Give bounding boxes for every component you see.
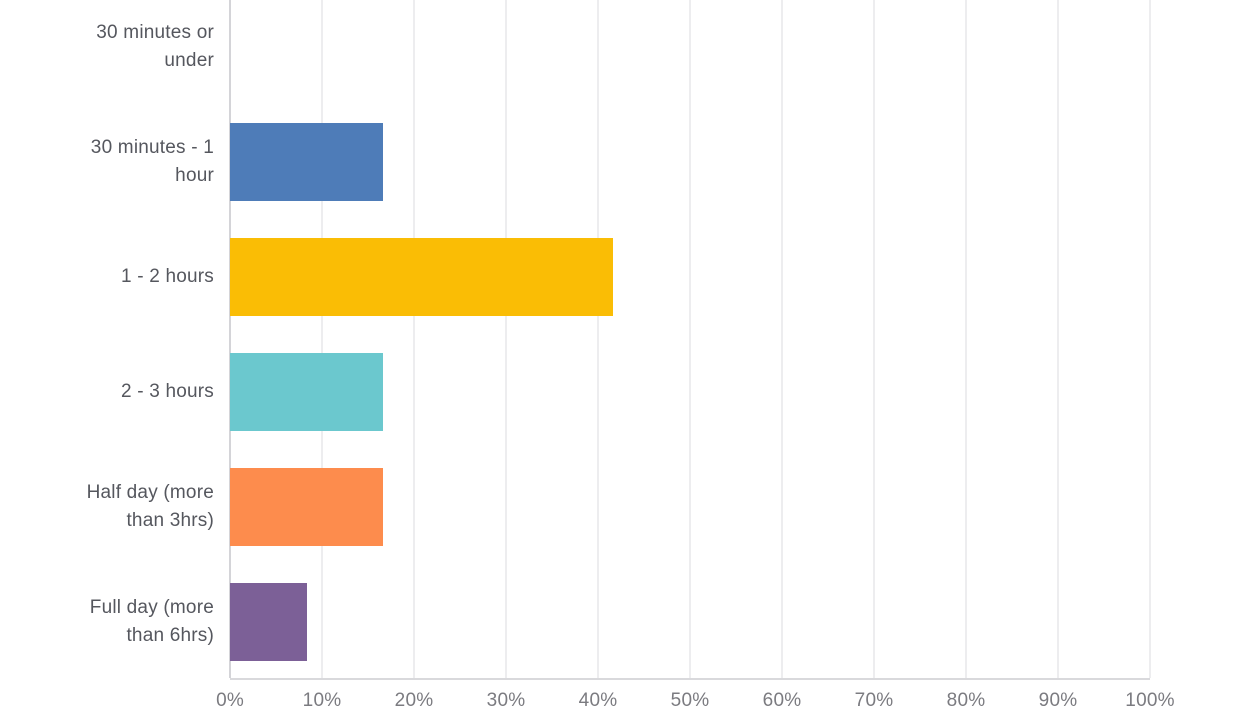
x-tick-label-70pct: 70%: [854, 690, 894, 711]
gridline-70%: [873, 0, 875, 678]
gridline-40%: [597, 0, 599, 678]
category-label-line: under: [164, 49, 214, 71]
gridline-30%: [505, 0, 507, 678]
x-tick-label-40pct: 40%: [578, 690, 618, 711]
x-tick-label-30pct: 30%: [486, 690, 526, 711]
bar-full-day-more-than-6hrs: [230, 582, 307, 661]
category-label-half-day-more-than-3hrs: Half day (more than 3hrs): [0, 479, 214, 535]
gridline-80%: [965, 0, 967, 678]
x-tick-label-10pct: 10%: [302, 690, 342, 711]
y-axis-line: [229, 0, 231, 678]
plot-area: [229, 0, 1151, 680]
category-label-30-minutes-or-under: 30 minutes or under: [0, 19, 214, 75]
category-label-line: 2 - 3 hours: [120, 380, 214, 402]
x-tick-label-60pct: 60%: [762, 690, 802, 711]
category-label-2-3-hours: 2 - 3 hours: [0, 378, 214, 406]
category-label-30-minutes-1-hour: 30 minutes - 1 hour: [0, 134, 214, 190]
category-label-line: 1 - 2 hours: [120, 265, 214, 287]
category-label-full-day-more-than-6hrs: Full day (more than 6hrs): [0, 594, 214, 650]
gridline-50%: [689, 0, 691, 678]
x-tick-label-0pct: 0%: [216, 690, 244, 711]
gridline-10%: [321, 0, 323, 678]
x-tick-label-80pct: 80%: [946, 690, 986, 711]
x-tick-label-100pct: 100%: [1125, 690, 1175, 711]
category-label-1-2-hours: 1 - 2 hours: [0, 263, 214, 291]
x-tick-label-50pct: 50%: [670, 690, 710, 711]
bar-30-minutes-1-hour: [230, 122, 384, 201]
gridline-90%: [1057, 0, 1059, 678]
x-tick-label-90pct: 90%: [1038, 690, 1078, 711]
category-label-line: than 6hrs): [126, 624, 214, 646]
category-label-line: 30 minutes - 1: [90, 136, 214, 158]
gridline-20%: [413, 0, 415, 678]
category-label-line: hour: [175, 164, 214, 186]
bar-2-3-hours: [230, 352, 384, 431]
category-label-line: Half day (more: [86, 481, 214, 503]
bar-1-2-hours: [230, 237, 614, 316]
x-tick-label-20pct: 20%: [394, 690, 434, 711]
category-label-line: 30 minutes or: [96, 21, 214, 43]
category-label-line: than 3hrs): [126, 509, 214, 531]
gridline-60%: [781, 0, 783, 678]
x-axis-line: [230, 678, 1150, 680]
gridline-100%: [1149, 0, 1151, 678]
bar-half-day-more-than-3hrs: [230, 467, 384, 546]
category-label-line: Full day (more: [89, 596, 214, 618]
